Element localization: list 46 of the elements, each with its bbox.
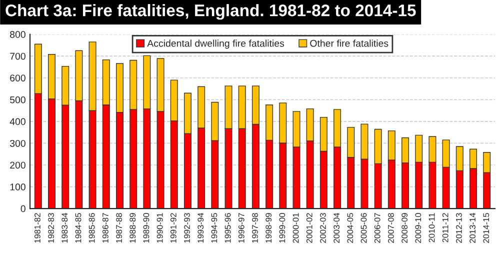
- x-tick-label: 2009-10: [415, 213, 422, 243]
- x-tick-label: 2000-01: [292, 213, 299, 243]
- y-tick-label: 100: [10, 184, 26, 190]
- x-tick-label: 2003-04: [334, 212, 340, 243]
- y-tick-label: 400: [10, 118, 26, 126]
- y-tick-label: 200: [10, 162, 26, 169]
- x-tick-label: 1985-86: [88, 213, 95, 243]
- y-tick-label: 600: [10, 74, 26, 82]
- x-tick-label: 1995-96: [224, 213, 231, 243]
- x-tick-label: 2014-15: [483, 213, 490, 243]
- legend-label: Accidental dwelling fire fatalities: [147, 40, 284, 49]
- x-tick-label: 2007-08: [388, 213, 394, 243]
- x-tick-label: 1981-82: [34, 213, 40, 243]
- x-tick-label: 1983-84: [62, 212, 68, 243]
- x-tick-label: 2011-12: [442, 213, 448, 242]
- x-tick-label: 1982-83: [48, 213, 54, 243]
- x-tick-label: 1984-85: [75, 213, 82, 243]
- legend-label: Other fire fatalities: [310, 40, 388, 47]
- x-tick-label: 1993-94: [198, 212, 204, 243]
- chart-title: Chart 3a: Fire fatalities, England. 1981-82 to 2014-15: [6, 4, 416, 20]
- x-tick-label: 1999-00: [279, 213, 286, 243]
- x-tick-label: 2010-11: [428, 213, 435, 242]
- x-tick-label: 2006-07: [374, 213, 380, 243]
- x-tick-label: 2013-14: [470, 212, 476, 243]
- x-tick-label: 1998-99: [266, 213, 272, 243]
- x-tick-label: 2002-03: [320, 213, 326, 243]
- x-tick-label: 1994-95: [211, 213, 218, 243]
- x-tick-label: 1997-98: [252, 213, 258, 243]
- x-tick-label: 2005-06: [360, 213, 367, 243]
- x-tick-label: 1990-91: [156, 213, 163, 243]
- x-tick-label: 1987-88: [116, 213, 122, 243]
- x-tick-label: 1986-87: [102, 213, 108, 243]
- y-tick-label: 800: [10, 31, 26, 38]
- y-tick-label: 700: [10, 52, 26, 60]
- x-tick-label: 2004-05: [347, 213, 354, 243]
- x-tick-label: 1992-93: [184, 213, 190, 243]
- x-tick-label: 2008-09: [402, 213, 408, 243]
- y-tick-label: 500: [10, 96, 26, 104]
- x-tick-label: 1988-89: [130, 213, 136, 243]
- y-tick-label: 300: [10, 140, 26, 147]
- x-tick-label: 1991-92: [170, 213, 176, 243]
- y-tick-label: 0: [20, 205, 26, 212]
- x-tick-label: 2001-02: [306, 213, 312, 243]
- x-tick-label: 1989-90: [143, 213, 150, 243]
- x-tick-label: 2012-13: [456, 213, 462, 243]
- x-tick-label: 1996-97: [238, 213, 244, 243]
